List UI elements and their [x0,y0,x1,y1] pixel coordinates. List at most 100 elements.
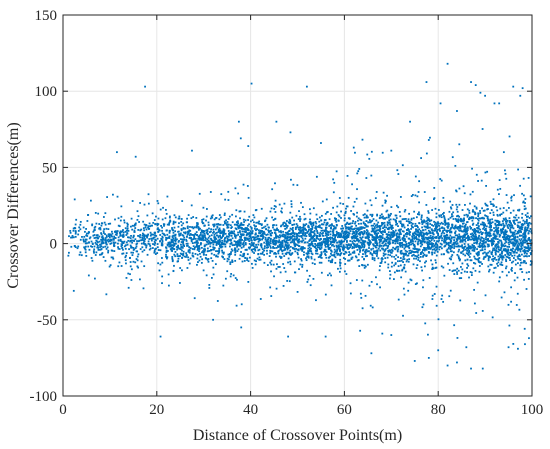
scatter-point [178,247,181,250]
scatter-point [132,249,135,251]
scatter-point [326,241,329,244]
scatter-point [196,245,199,248]
scatter-point [252,242,255,245]
scatter-point [412,232,415,235]
scatter-point [306,241,309,244]
scatter-point [309,232,311,235]
scatter-point [504,230,507,233]
scatter-point [217,229,220,231]
scatter-point [440,214,443,217]
scatter-point [402,256,405,258]
scatter-point [510,249,513,252]
scatter-point [370,224,373,227]
scatter-point [334,226,337,229]
scatter-point [374,224,377,227]
scatter-point [329,224,332,227]
scatter-point [112,238,115,241]
scatter-point [302,225,305,227]
scatter-point [408,230,411,233]
scatter-point [136,265,139,268]
scatter-point [147,240,150,243]
scatter-point [487,240,490,243]
scatter-point [227,226,230,229]
scatter-point [231,221,234,224]
scatter-point [420,266,423,269]
scatter-point [486,170,489,173]
scatter-point [318,246,321,249]
scatter-point [436,248,438,251]
scatter-point [526,224,529,227]
scatter-point [346,241,348,243]
scatter-point [438,228,441,231]
scatter-point [487,243,490,246]
scatter-point [333,181,336,184]
scatter-point [188,246,191,249]
scatter-point [501,231,503,233]
scatter-point [214,263,217,266]
scatter-point [396,245,399,248]
scatter-point [485,204,488,206]
scatter-point [497,227,499,230]
scatter-point [419,252,422,255]
scatter-point [521,216,523,219]
scatter-point [487,259,490,262]
scatter-point [403,263,406,266]
scatter-point [514,229,517,232]
scatter-point [490,253,493,255]
scatter-point [480,236,483,239]
scatter-point [500,223,503,226]
scatter-point [233,244,236,246]
scatter-point [492,257,495,260]
scatter-point [273,237,276,240]
scatter-point [460,277,463,280]
scatter-point [257,240,260,243]
scatter-point [500,261,503,264]
scatter-point [241,243,244,246]
scatter-point [205,219,207,222]
scatter-point [461,230,464,233]
scatter-point [357,227,360,230]
scatter-point [525,271,528,274]
scatter-point [299,247,302,250]
scatter-point [402,243,405,246]
scatter-point [99,227,102,229]
scatter-point [518,255,521,258]
scatter-point [449,200,452,203]
scatter-point [165,208,167,211]
scatter-point [527,224,530,227]
scatter-point [516,246,518,249]
scatter-point [525,218,528,221]
scatter-point [390,224,393,227]
scatter-point [267,229,270,232]
scatter-point [513,279,516,282]
scatter-point [291,216,294,219]
scatter-point [326,222,329,225]
scatter-point [107,238,110,241]
scatter-point [466,263,469,266]
scatter-point [182,254,184,257]
scatter-point [328,218,331,221]
scatter-point [443,216,446,219]
scatter-point [290,200,293,203]
scatter-point [488,268,491,271]
scatter-point [511,254,514,257]
scatter-point [186,233,189,236]
scatter-point [99,243,102,246]
scatter-point [182,240,185,243]
scatter-point [317,246,319,249]
scatter-point [318,261,321,264]
scatter-point [154,242,156,244]
scatter-point [508,236,511,239]
scatter-point [501,264,504,266]
scatter-point [139,236,142,239]
scatter-point [381,204,384,207]
scatter-point [243,221,246,223]
scatter-point [450,245,453,248]
scatter-point [402,223,405,226]
scatter-point [426,223,429,226]
scatter-point [217,231,220,233]
scatter-point [384,249,387,251]
scatter-point [459,225,462,227]
scatter-point [339,264,342,267]
scatter-point [382,241,385,244]
